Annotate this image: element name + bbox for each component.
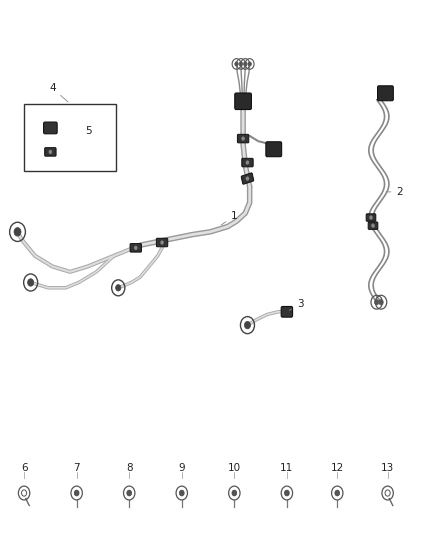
Circle shape	[74, 490, 79, 496]
Circle shape	[235, 62, 238, 66]
Bar	[24, 104, 116, 171]
Text: 4: 4	[49, 83, 68, 102]
FancyBboxPatch shape	[242, 158, 253, 167]
Circle shape	[374, 300, 379, 305]
Text: 3: 3	[289, 299, 304, 310]
Text: 11: 11	[280, 463, 293, 473]
FancyBboxPatch shape	[378, 86, 393, 101]
FancyBboxPatch shape	[241, 173, 254, 184]
Circle shape	[241, 136, 245, 141]
Text: 6: 6	[21, 463, 28, 473]
Circle shape	[285, 490, 289, 496]
Circle shape	[134, 246, 138, 250]
Circle shape	[232, 490, 237, 496]
FancyBboxPatch shape	[235, 93, 251, 109]
FancyBboxPatch shape	[130, 244, 141, 252]
Circle shape	[335, 490, 339, 496]
FancyBboxPatch shape	[368, 222, 378, 229]
Circle shape	[14, 228, 21, 236]
Circle shape	[180, 490, 184, 496]
FancyBboxPatch shape	[237, 134, 249, 143]
Circle shape	[246, 176, 249, 181]
Circle shape	[160, 240, 164, 245]
Text: 8: 8	[126, 463, 133, 473]
Text: 5: 5	[85, 126, 92, 136]
Text: 13: 13	[381, 463, 394, 473]
Text: 7: 7	[73, 463, 80, 473]
Text: 12: 12	[331, 463, 344, 473]
Circle shape	[239, 62, 243, 66]
Circle shape	[244, 62, 247, 66]
Text: 1: 1	[221, 211, 238, 225]
Text: 10: 10	[228, 463, 241, 473]
FancyBboxPatch shape	[44, 122, 57, 134]
Circle shape	[371, 223, 375, 228]
Circle shape	[28, 279, 34, 286]
Circle shape	[379, 300, 383, 305]
FancyBboxPatch shape	[281, 306, 293, 317]
FancyBboxPatch shape	[266, 142, 282, 157]
Text: 2: 2	[386, 187, 403, 197]
Text: 9: 9	[178, 463, 185, 473]
FancyBboxPatch shape	[45, 148, 56, 156]
FancyBboxPatch shape	[366, 214, 376, 221]
Circle shape	[49, 150, 52, 154]
Circle shape	[246, 160, 249, 165]
Circle shape	[116, 285, 121, 291]
Circle shape	[369, 215, 373, 220]
Circle shape	[248, 62, 251, 66]
FancyBboxPatch shape	[156, 238, 168, 247]
Circle shape	[127, 490, 131, 496]
Circle shape	[244, 321, 251, 329]
